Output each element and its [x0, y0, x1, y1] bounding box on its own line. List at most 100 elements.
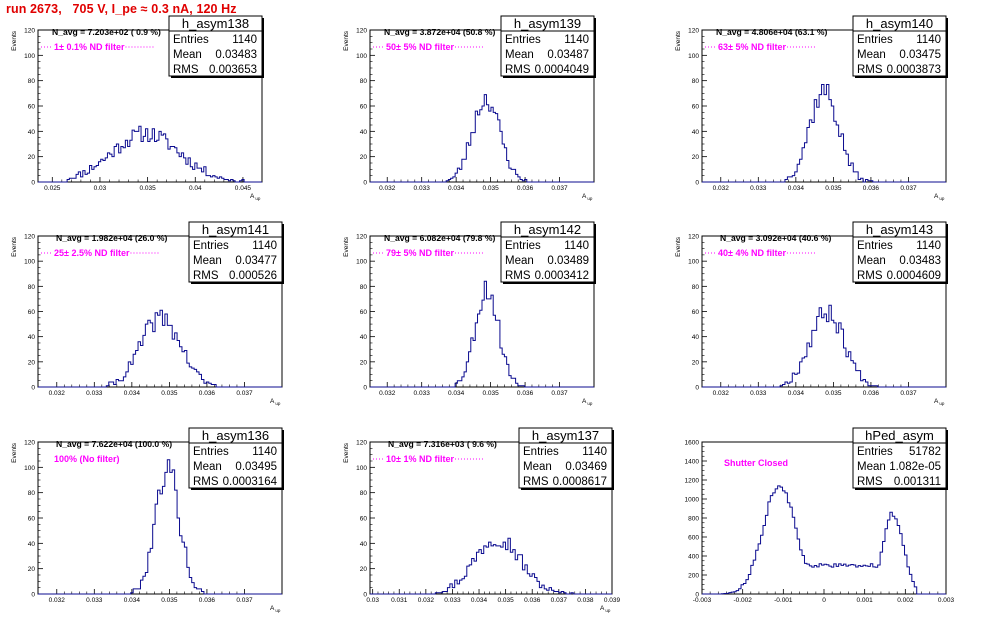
- stat-label-entries: Entries: [173, 34, 209, 46]
- stat-label-mean: Mean: [193, 255, 222, 267]
- x-tick-label: 0.03: [94, 185, 107, 192]
- navg-label: N_avg = 1.982e+04 (26.0 %): [56, 233, 167, 243]
- filter-label: 100% (No filter): [54, 454, 120, 464]
- y-axis-title: Events: [343, 236, 350, 257]
- histogram-name: hPed_asym: [865, 428, 934, 443]
- stat-value-entries: 51782: [909, 446, 941, 458]
- stat-value-entries: 1140: [252, 446, 277, 458]
- x-tick-label: 0.034: [788, 390, 805, 397]
- histogram-name: h_asym136: [202, 428, 269, 443]
- stat-label-mean: Mean: [857, 255, 886, 267]
- x-tick-label: 0.032: [49, 597, 66, 604]
- x-tick-label: 0.038: [577, 597, 594, 604]
- navg-label: N_avg = 3.872e+04 (50.8 %): [384, 27, 495, 37]
- x-tick-label: 0: [822, 597, 826, 604]
- y-tick-label: 80: [28, 490, 36, 497]
- histogram-pad-h_asym137: 0 20 40 60 80 100 120 0.03 0.031 0.032 0.033 0.034 0…: [343, 427, 621, 613]
- x-tick-label: 0.032: [418, 597, 435, 604]
- y-tick-label: 60: [28, 516, 36, 523]
- y-tick-label: 80: [360, 78, 368, 85]
- x-tick-label: -0.001: [774, 597, 793, 604]
- stat-value-mean: 1.082e-05: [889, 461, 941, 473]
- x-tick-label: 0.034: [124, 597, 141, 604]
- y-tick-label: 100: [356, 53, 367, 60]
- y-tick-label: 120: [356, 440, 367, 447]
- stat-value-rms: 0.001311: [894, 476, 941, 488]
- histogram-name: h_asym139: [514, 16, 581, 31]
- stat-label-mean: Mean: [523, 461, 552, 473]
- x-tick-label: 0.033: [750, 390, 767, 397]
- x-axis-title: Aup: [934, 398, 945, 406]
- y-tick-label: 20: [28, 566, 36, 573]
- stat-value-mean: 0.03487: [547, 49, 589, 61]
- y-tick-label: 1400: [685, 459, 700, 466]
- y-tick-label: 60: [692, 104, 700, 111]
- histogram-pad-h_asym143: 0 20 40 60 80 100 120 0.032 0.033 0.034 0.035 0.036…: [675, 221, 948, 406]
- x-tick-label: 0.003: [938, 597, 955, 604]
- y-axis-title: Events: [675, 236, 682, 257]
- x-tick-label: 0.037: [900, 390, 917, 397]
- y-tick-label: 20: [692, 154, 700, 161]
- histogram-name: h_asym142: [514, 222, 581, 237]
- y-tick-label: 0: [363, 180, 367, 187]
- y-tick-label: 20: [28, 154, 36, 161]
- stat-label-rms: RMS: [857, 270, 883, 282]
- stat-label-entries: Entries: [193, 446, 229, 458]
- stat-value-entries: 1140: [582, 446, 607, 458]
- filter-label: 79± 5% ND filter: [386, 248, 454, 258]
- x-tick-label: 0.031: [391, 597, 408, 604]
- stat-value-entries: 1140: [252, 240, 277, 252]
- histogram-pad-h_asym140: 0 20 40 60 80 100 120 0.032 0.033 0.034 0.035 0.036…: [675, 15, 948, 201]
- filter-label: 1± 0.1% ND filter: [54, 42, 125, 52]
- stat-value-mean: 0.03477: [235, 255, 277, 267]
- x-tick-label: -0.003: [693, 597, 712, 604]
- histogram-line: [370, 280, 594, 388]
- stats-box: h_asym143 Entries 1140 Mean 0.03483 RMS 0.0004…: [852, 221, 948, 284]
- stat-value-rms: 0.0008617: [553, 476, 607, 488]
- navg-label: N_avg = 4.806e+04 (63.1 %): [716, 27, 827, 37]
- y-tick-label: 80: [692, 78, 700, 85]
- y-tick-label: 1600: [685, 440, 700, 447]
- x-tick-label: 0.034: [788, 185, 805, 192]
- x-tick-label: 0.035: [161, 390, 178, 397]
- y-tick-label: 0: [695, 592, 699, 599]
- y-tick-label: 80: [28, 284, 36, 291]
- histogram-line: [702, 83, 946, 183]
- stat-value-mean: 0.03475: [899, 49, 941, 61]
- x-tick-label: 0.033: [444, 597, 461, 604]
- filter-label: 10± 1% ND filter: [386, 454, 454, 464]
- y-tick-label: 1200: [685, 478, 700, 485]
- stat-value-entries: 1140: [564, 34, 589, 46]
- x-tick-label: -0.002: [733, 597, 752, 604]
- x-tick-label: 0.037: [236, 390, 253, 397]
- histogram-pad-hPed_asym: 0 200 400 600 800 1000 1200 1400 1600 -0.003 -0.00…: [685, 427, 955, 604]
- stat-label-entries: Entries: [505, 34, 541, 46]
- stat-value-rms: 0.0003873: [887, 64, 941, 76]
- stat-label-entries: Entries: [193, 240, 229, 252]
- x-tick-label: 0.032: [49, 390, 66, 397]
- histogram-line: [38, 309, 282, 388]
- x-tick-label: 0.036: [863, 390, 880, 397]
- stat-value-rms: 0.0003164: [223, 476, 278, 488]
- y-tick-label: 60: [28, 104, 36, 111]
- x-tick-label: 0.035: [482, 390, 499, 397]
- y-tick-label: 40: [692, 334, 700, 341]
- y-tick-label: 100: [24, 465, 35, 472]
- x-axis-title: Aup: [270, 605, 281, 613]
- histogram-line: [370, 537, 612, 595]
- stat-label-mean: Mean: [173, 49, 202, 61]
- x-axis-title: Aup: [600, 605, 611, 613]
- x-tick-label: 0.036: [524, 597, 541, 604]
- x-tick-label: 0.037: [900, 185, 917, 192]
- y-tick-label: 0: [695, 180, 699, 187]
- y-tick-label: 40: [28, 334, 36, 341]
- x-tick-label: 0.032: [713, 185, 730, 192]
- stat-label-rms: RMS: [505, 64, 531, 76]
- x-tick-label: 0.002: [897, 597, 914, 604]
- x-tick-label: 0.03: [366, 597, 379, 604]
- x-tick-label: 0.035: [825, 185, 842, 192]
- stat-label-entries: Entries: [523, 446, 559, 458]
- stat-value-mean: 0.03495: [235, 461, 277, 473]
- y-tick-label: 60: [360, 104, 368, 111]
- navg-label: N_avg = 7.203e+02 ( 0.9 %): [52, 27, 161, 37]
